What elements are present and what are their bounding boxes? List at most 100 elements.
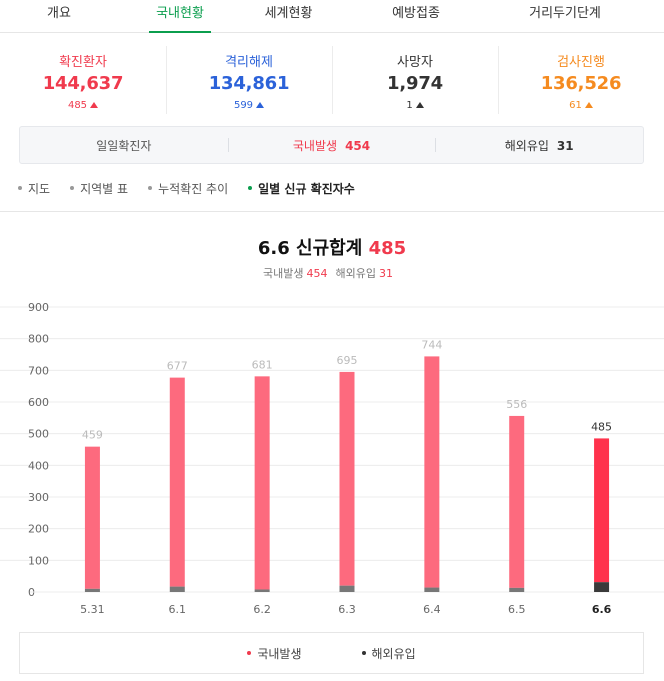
- bar-overseas: [594, 582, 610, 592]
- chart-sub-overseas-label: 해외유입: [335, 267, 376, 280]
- bar-overseas: [254, 589, 270, 592]
- y-tick-label: 300: [28, 491, 49, 504]
- chart-sub-overseas-value: 31: [378, 267, 393, 280]
- x-tick-label: 6.2: [253, 603, 271, 616]
- daily-domestic: 국내발생 454: [227, 137, 436, 154]
- daily-overseas: 해외유입 31: [435, 137, 643, 154]
- stat-deaths-value: 1,974: [387, 73, 443, 94]
- bar-overseas: [509, 587, 525, 592]
- y-tick-label: 400: [28, 459, 49, 472]
- bar-value-label: 677: [167, 360, 188, 373]
- bar-value-label: 459: [82, 429, 103, 442]
- chart-subtitle: 국내발생 454 해외유입 31: [0, 265, 664, 281]
- bar-domestic: [424, 356, 440, 588]
- subnav-cumulative-trend-label: 누적확진 추이: [158, 182, 229, 196]
- y-tick-label: 600: [28, 396, 49, 409]
- bar-domestic: [594, 438, 610, 583]
- stat-confirmed-value: 144,637: [42, 73, 124, 94]
- bar-domestic: [84, 446, 100, 589]
- tab-vaccination[interactable]: 예방접종: [392, 6, 440, 21]
- daily-overseas-label: 해외유입: [504, 138, 549, 153]
- bullet-icon: [248, 186, 253, 190]
- stat-testing-delta: 61: [498, 100, 664, 111]
- subnav-daily-new[interactable]: 일별 신규 확진자수: [248, 180, 355, 197]
- stat-released: 격리해제 134,861 599: [166, 34, 332, 126]
- chart-title-total: 485: [368, 238, 407, 259]
- daily-overseas-value: 31: [556, 138, 574, 153]
- y-tick-label: 500: [28, 428, 49, 441]
- subnav-region-table[interactable]: 지역별 표: [70, 180, 128, 197]
- stat-deaths: 사망자 1,974 1: [332, 34, 498, 126]
- tab-domestic[interactable]: 국내현황: [149, 0, 211, 33]
- bar-value-label: 556: [506, 398, 527, 411]
- arrow-up-icon: [415, 102, 424, 108]
- y-tick-label: 700: [28, 364, 49, 377]
- stat-released-delta: 599: [166, 100, 332, 111]
- stat-confirmed-label: 확진환자: [59, 55, 107, 70]
- y-tick-label: 900: [28, 301, 49, 314]
- stat-confirmed: 확진환자 144,637 485: [0, 34, 166, 126]
- chart-legend: 국내발생 해외유입: [19, 632, 644, 674]
- stat-deaths-delta: 1: [332, 100, 498, 111]
- stats-panel: 확진환자 144,637 485 격리해제 134,861 599 사망자 1,…: [0, 34, 664, 126]
- stat-deaths-label: 사망자: [397, 55, 433, 70]
- bar-domestic: [169, 377, 185, 587]
- tab-distancing[interactable]: 거리두기단계: [529, 6, 601, 21]
- bullet-icon: [18, 186, 22, 190]
- chart-title-date: 6.6: [257, 238, 290, 259]
- stat-released-value: 134,861: [208, 73, 290, 94]
- x-tick-label: 6.1: [169, 603, 187, 616]
- bar-domestic: [339, 371, 355, 586]
- stat-released-delta-value: 599: [233, 100, 254, 111]
- sub-navigation: 지도 지역별 표 누적확진 추이 일별 신규 확진자수: [18, 180, 375, 197]
- bar-domestic: [509, 415, 525, 588]
- bar-overseas: [169, 586, 185, 592]
- arrow-up-icon: [256, 102, 265, 108]
- bar-value-label: 744: [421, 338, 442, 351]
- x-tick-label: 6.3: [338, 603, 356, 616]
- chart-sub-domestic-label: 국내발생: [263, 267, 304, 280]
- bar-overseas: [84, 588, 100, 592]
- chart-sub-domestic-value: 454: [306, 267, 328, 280]
- tab-overview[interactable]: 개요: [47, 6, 71, 21]
- daily-label: 일일확진자: [96, 138, 152, 153]
- y-tick-label: 200: [28, 523, 49, 536]
- x-tick-label: 6.5: [508, 603, 526, 616]
- subnav-cumulative-trend[interactable]: 누적확진 추이: [148, 180, 228, 197]
- divider: [0, 211, 664, 212]
- legend-overseas-label: 해외유입: [371, 646, 416, 661]
- subnav-daily-new-label: 일별 신규 확진자수: [258, 182, 355, 196]
- bullet-icon: [148, 186, 153, 190]
- stat-testing: 검사진행 136,526 61: [498, 34, 664, 126]
- bar-value-label: 485: [591, 420, 612, 433]
- bar-overseas: [424, 587, 440, 592]
- main-tabs: 개요 국내현황 세계현황 예방접종 거리두기단계: [0, 0, 664, 33]
- subnav-map[interactable]: 지도: [18, 180, 50, 197]
- subnav-region-table-label: 지역별 표: [80, 182, 129, 196]
- daily-domestic-label: 국내발생: [292, 138, 338, 153]
- chart-title-label: 신규합계: [296, 238, 363, 259]
- stat-testing-value: 136,526: [540, 73, 622, 94]
- arrow-up-icon: [90, 102, 99, 108]
- x-tick-label: 6.4: [423, 603, 441, 616]
- stat-testing-delta-value: 61: [569, 100, 582, 111]
- legend-domestic-label: 국내발생: [257, 646, 302, 661]
- chart-title: 6.6 신규합계 485: [0, 234, 664, 260]
- stat-confirmed-delta: 485: [0, 100, 166, 111]
- legend-domestic-dot: [247, 650, 252, 655]
- stat-confirmed-delta-value: 485: [67, 100, 88, 111]
- bar-value-label: 681: [252, 358, 273, 371]
- y-tick-label: 100: [28, 554, 49, 567]
- tab-world[interactable]: 세계현황: [264, 6, 313, 21]
- bar-domestic: [254, 376, 270, 590]
- stat-released-label: 격리해제: [225, 55, 273, 70]
- y-tick-label: 800: [28, 333, 49, 346]
- stat-testing-label: 검사진행: [557, 55, 605, 70]
- stat-deaths-delta-value: 1: [406, 100, 413, 111]
- x-tick-label: 6.6: [592, 603, 612, 616]
- x-tick-label: 5.31: [80, 603, 105, 616]
- legend-domestic[interactable]: 국내발생: [247, 645, 302, 662]
- bar-overseas: [339, 585, 355, 592]
- legend-overseas[interactable]: 해외유입: [361, 645, 416, 662]
- daily-confirmed-box: 일일확진자 국내발생 454 해외유입 31: [19, 126, 644, 164]
